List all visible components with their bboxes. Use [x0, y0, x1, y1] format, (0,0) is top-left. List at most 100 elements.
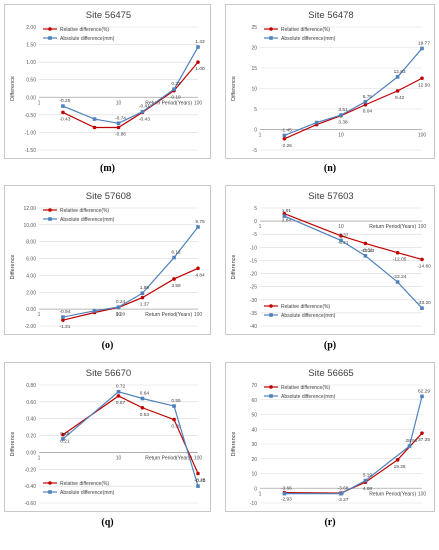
series-line-absolute	[284, 396, 423, 495]
x-tick-label: 100	[194, 312, 203, 318]
y-tick-label: 0.20	[26, 434, 36, 440]
chart-panel-p: Site 57603 -40 -35 -30 -25 -20 -15 -10 -5 0 5 Diffe…	[225, 185, 435, 335]
data-point	[196, 225, 200, 229]
chart-panel-o: Site 57608 -2.00 0.00 2.00 4.00 6.00 8.00 10.00…	[4, 185, 211, 335]
x-tick-label: 100	[418, 224, 427, 230]
legend-label: Absolute difference(mm)	[281, 394, 336, 400]
x-tick-label: 1	[38, 455, 41, 461]
legend-label: Relative difference(%)	[281, 385, 330, 391]
data-point	[420, 306, 424, 310]
data-point	[282, 491, 287, 496]
data-point	[172, 87, 176, 92]
y-tick-label: 0.40	[26, 417, 36, 423]
y-tick-label: 0	[254, 128, 257, 134]
y-tick-label: 12.00	[23, 206, 36, 212]
data-point	[61, 432, 65, 437]
data-point	[196, 266, 200, 271]
data-label: 1.91	[282, 208, 292, 214]
chart-title: Site 56670	[86, 368, 131, 379]
series-line-relative	[62, 61, 199, 129]
data-label: -3.27	[338, 497, 349, 503]
x-axis-label: Return Period(Years)	[369, 224, 416, 230]
data-point	[172, 255, 176, 260]
data-label: 2.84	[282, 218, 292, 224]
data-label: -3.68	[338, 486, 349, 492]
y-tick-label: 2.00	[26, 290, 36, 296]
data-point	[116, 394, 121, 398]
chart-panel-n: Site 56478 -5 0 5 10 15 20 25 Difference 1 10 100 -2…	[225, 4, 435, 159]
chart-svg: Site 56665 -10 0 10 20 30 40 50 60 70 Difference 1 1…	[231, 368, 430, 507]
series-line-absolute	[62, 391, 199, 487]
y-tick-label: -1.00	[25, 130, 37, 136]
y-tick-label: 10	[251, 87, 257, 93]
chart-svg: Site 56670 -0.60 -0.40 -0.20 0.00 0.20 0.40 0.6…	[10, 368, 206, 507]
y-tick-label: 0.80	[26, 383, 36, 389]
y-tick-label: 0.00	[26, 95, 36, 101]
data-label: -2.26	[281, 143, 292, 149]
data-label: -23.24	[393, 274, 407, 280]
data-point	[339, 491, 343, 496]
data-label: 6.75	[363, 94, 373, 100]
legend-label: Absolute difference(mm)	[281, 313, 336, 319]
data-label: -8.51	[362, 247, 373, 253]
data-point	[116, 389, 121, 394]
chart-svg: Site 56478 -5 0 5 10 15 20 25 Difference 1 10 100 -2…	[231, 10, 430, 154]
legend-label: Relative difference(%)	[60, 208, 109, 214]
y-tick-label: 8.00	[26, 240, 36, 246]
panel-label: (m)	[100, 163, 115, 174]
data-label: 0.64	[140, 390, 150, 396]
y-tick-label: -20	[250, 272, 257, 278]
data-point	[282, 136, 287, 141]
x-tick-label: 10	[338, 224, 344, 230]
panel-label: (p)	[323, 340, 337, 351]
x-tick-label: 1	[259, 133, 262, 139]
data-label: -2.93	[281, 497, 292, 503]
panel-label: (r)	[324, 517, 336, 528]
data-label: 0.19	[171, 95, 181, 101]
y-tick-label: -1.50	[25, 148, 37, 154]
legend-marker	[48, 217, 52, 221]
panel-label: (o)	[101, 340, 114, 351]
chart-svg: Site 56475 -1.50 -1.00 -0.50 0.00 0.50 1.00 1.5…	[10, 10, 205, 154]
data-label: -0.94	[59, 309, 70, 315]
y-tick-label: 20	[251, 46, 257, 52]
panel-label: (q)	[101, 517, 114, 528]
data-point	[140, 405, 145, 410]
legend-label: Relative difference(%)	[60, 481, 109, 487]
legend-label: Absolute difference(mm)	[60, 217, 115, 223]
data-point	[61, 315, 65, 319]
data-point	[339, 238, 343, 243]
data-point	[172, 277, 176, 281]
data-label: -0.86	[115, 132, 126, 138]
legend-marker	[269, 394, 273, 398]
data-label: 6.04	[363, 109, 373, 115]
data-label: -0.41	[139, 104, 150, 110]
y-tick-label: -15	[250, 258, 257, 264]
x-axis-label: Return Period(Years)	[145, 455, 192, 461]
data-point	[116, 305, 121, 309]
y-tick-label: 2.00	[26, 25, 36, 31]
data-label: -3.66	[281, 486, 292, 492]
legend-label: Absolute difference(mm)	[281, 36, 336, 42]
y-tick-label: -0.60	[25, 501, 37, 507]
data-label: 0.53	[140, 412, 150, 418]
y-tick-label: 15	[251, 66, 257, 72]
y-tick-label: -5	[253, 232, 258, 238]
legend-label: Relative difference(%)	[281, 304, 330, 310]
data-label: 4.84	[195, 272, 205, 278]
data-point	[407, 444, 412, 448]
legend-marker	[48, 208, 52, 212]
data-label: -0.43	[59, 116, 70, 122]
data-label: 0.23	[171, 81, 181, 87]
y-tick-label: -30	[250, 298, 257, 304]
data-label: 4.08	[363, 486, 373, 492]
data-label: 19.26	[394, 464, 406, 470]
y-tick-label: 0.00	[26, 450, 36, 456]
data-label: 28.56	[405, 438, 417, 444]
data-point	[420, 257, 424, 262]
y-axis-label: Difference	[231, 76, 237, 101]
series-line-relative	[284, 213, 423, 260]
series-line-relative	[284, 432, 423, 494]
y-tick-label: 10	[251, 472, 257, 478]
data-label: -13.23	[361, 248, 375, 254]
